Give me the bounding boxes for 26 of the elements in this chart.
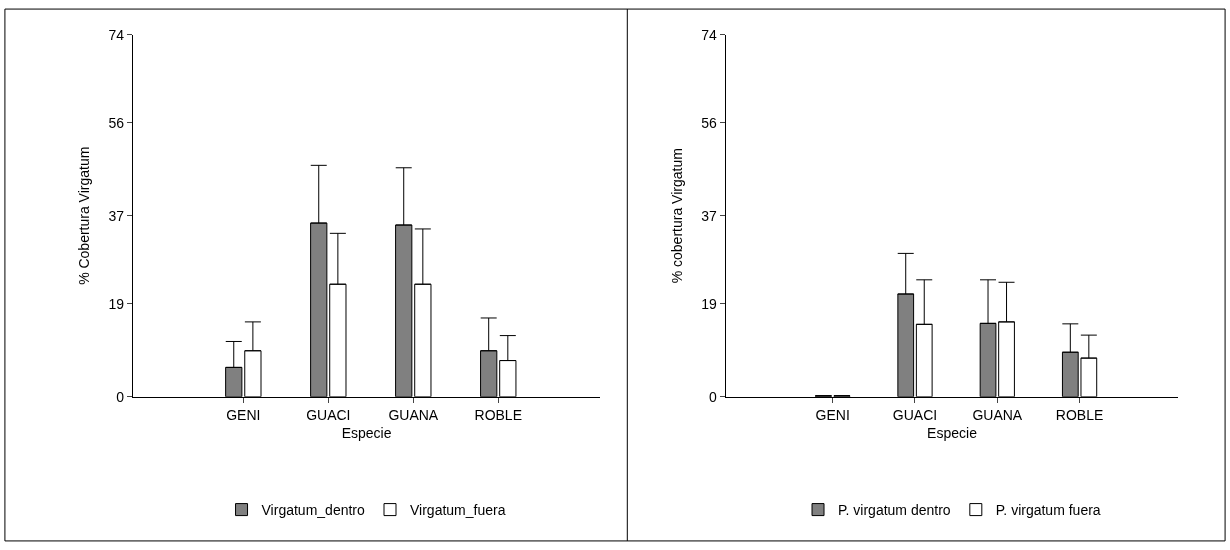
y-tick-label: 37 (108, 207, 125, 224)
x-tick-label: GUANA (972, 406, 1023, 423)
x-tick-label: GENI (815, 406, 850, 423)
y-tick-label: 19 (108, 295, 125, 312)
legend-label: Virgatum_fuera (410, 502, 506, 519)
y-tick-label: 74 (108, 26, 125, 43)
y-tick-label: 37 (701, 207, 718, 224)
legend-label: P. virgatum dentro (838, 502, 951, 519)
y-tick-label: 56 (701, 114, 718, 131)
x-tick-label: GUACI (892, 406, 938, 423)
y-tick-label: 74 (701, 26, 718, 43)
y-axis-title: % Cobertura Virgatum (76, 146, 93, 285)
x-tick-label: ROBLE (474, 406, 522, 423)
x-axis-title: Especie (341, 424, 392, 441)
y-axis-title: % cobertura Virgatum (668, 148, 685, 284)
y-tick-label: 56 (108, 114, 125, 131)
x-tick-label: ROBLE (1055, 406, 1104, 423)
x-axis-title: Especie (927, 424, 978, 441)
y-tick-label: 0 (116, 388, 125, 405)
x-tick-label: GUACI (306, 406, 351, 423)
x-tick-label: GENI (226, 406, 261, 423)
legend-label: Virgatum_dentro (261, 502, 365, 519)
y-tick-label: 0 (709, 388, 718, 405)
legend-label: P. virgatum fuera (995, 502, 1101, 519)
y-tick-label: 19 (701, 295, 718, 312)
x-tick-label: GUANA (388, 406, 439, 423)
